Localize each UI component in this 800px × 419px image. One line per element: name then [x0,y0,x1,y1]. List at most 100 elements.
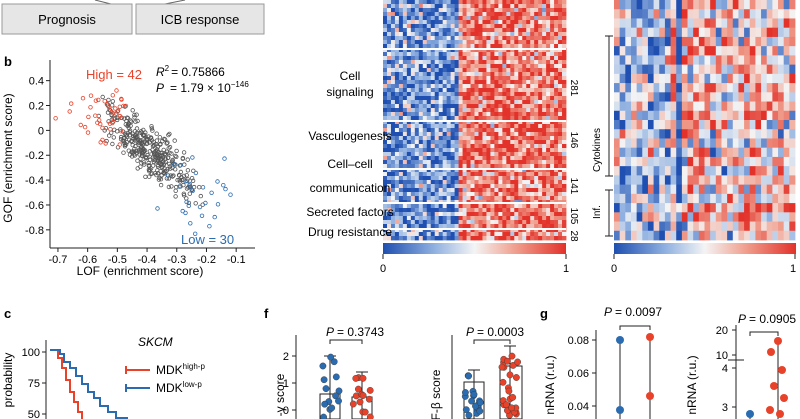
middle-heatmap-cell [442,212,448,217]
right-heatmap-cell [778,73,785,84]
middle-heatmap-cell [558,208,563,213]
middle-heatmap-cell [474,156,479,161]
right-heatmap-cell [676,83,683,93]
middle-heatmap-cell [502,16,507,21]
middle-heatmap-cell [550,44,555,49]
right-heatmap-cell [704,101,711,112]
middle-heatmap-cell [486,68,491,73]
right-heatmap-cell [664,46,671,56]
right-heatmap-cell [614,0,621,10]
middle-heatmap-cell [486,140,491,145]
middle-heatmap-cell [522,48,527,53]
middle-heatmap-cell [450,16,456,21]
middle-heatmap-cell [530,204,535,209]
middle-heatmap-cell [534,220,539,225]
middle-heatmap-cell [534,76,539,81]
middle-heatmap-cell [450,144,456,149]
g-left-p-symbol: P [604,305,612,319]
middle-heatmap-cell [526,72,531,77]
middle-heatmap-cell [534,0,539,5]
middle-heatmap-cell [470,104,475,109]
middle-heatmap-cell [438,96,444,101]
middle-heatmap-cell [438,156,444,161]
middle-heatmap-cell [430,232,436,237]
right-heatmap-cell [642,46,649,56]
middle-heatmap-cell [486,136,491,141]
middle-heatmap-cell [542,180,547,185]
right-heatmap-cell [636,110,643,121]
right-heatmap-cell [778,138,785,149]
middle-heatmap-cell [550,4,555,9]
right-heatmap-cell [647,184,654,195]
middle-heatmap-cell [394,188,400,193]
middle-heatmap-cell [414,112,420,117]
middle-heatmap-cell [518,68,523,73]
middle-heatmap-cell [474,120,479,125]
right-heatmap-cell [766,221,773,232]
middle-heatmap-cell [410,136,416,141]
middle-heatmap-cell [510,120,515,125]
middle-heatmap-cell [474,36,479,41]
middle-heatmap-cell [530,168,535,173]
right-heatmap-cell [727,83,734,93]
middle-heatmap-cell [514,64,519,69]
middle-heatmap-cell [542,152,547,157]
middle-heatmap-cell [482,180,487,185]
right-heatmap-cell [755,120,762,130]
right-heatmap-cell [766,0,773,10]
middle-heatmap-cell [454,108,459,113]
middle-heatmap-cell [478,24,483,29]
middle-heatmap-cell [522,72,527,77]
middle-heatmap-cell [534,140,539,145]
right-heatmap-cell [614,9,621,19]
middle-heatmap-cell [402,16,408,21]
middle-heatmap-cell [478,92,483,97]
middle-heatmap-cell [482,76,487,81]
middle-heatmap-cell [386,8,392,13]
middle-heatmap-cell [418,80,424,85]
middle-heatmap-cell [462,188,467,193]
right-heatmap-cell [744,92,751,102]
middle-heatmap-cell [558,224,563,229]
middle-heatmap-cell [410,16,416,21]
middle-heatmap-cell [390,184,396,189]
middle-heatmap-cell [458,56,463,61]
middle-heatmap-cell [383,32,388,37]
middle-heatmap-cell [430,224,436,229]
middle-heatmap-cell [390,224,396,229]
right-heatmap-cell [704,110,711,121]
middle-heatmap-cell [450,36,456,41]
right-heatmap-cell [670,92,677,102]
right-heatmap-cell [761,83,768,93]
middle-heatmap-cell [410,8,416,13]
scatter-point-high [118,128,124,134]
middle-heatmap-row-labels: CellsignalingVasculogenesisCell–cellcomm… [306,69,393,239]
middle-heatmap-cell [550,180,555,185]
middle-heatmap-cell [474,152,479,157]
box-data-point [462,406,470,414]
middle-heatmap-cell [522,224,527,229]
right-heatmap-cell [664,9,671,19]
middle-heatmap-cell [394,76,400,81]
middle-heatmap-cell [558,92,563,97]
middle-heatmap-cell [550,132,555,137]
middle-heatmap-cell [462,180,467,185]
middle-heatmap-cell [514,56,519,61]
scatter-point-other [189,175,195,181]
middle-heatmap-cell [386,228,392,233]
middle-heatmap-cell [462,8,467,13]
middle-heatmap-cell [506,228,511,233]
middle-heatmap-cell [438,144,444,149]
scatter-point-low [200,185,206,190]
middle-heatmap-cell [414,140,420,145]
middle-heatmap-cell [538,92,543,97]
middle-heatmap-cell [398,28,404,33]
middle-heatmap-cell [510,124,515,129]
middle-heatmap-cell [502,52,507,57]
middle-heatmap-cell [510,104,515,109]
middle-heatmap-cell [474,160,479,165]
middle-heatmap-cell [438,8,444,13]
middle-heatmap-cell [462,132,467,137]
middle-heatmap-cell [390,160,396,165]
middle-heatmap-cell [438,24,444,29]
